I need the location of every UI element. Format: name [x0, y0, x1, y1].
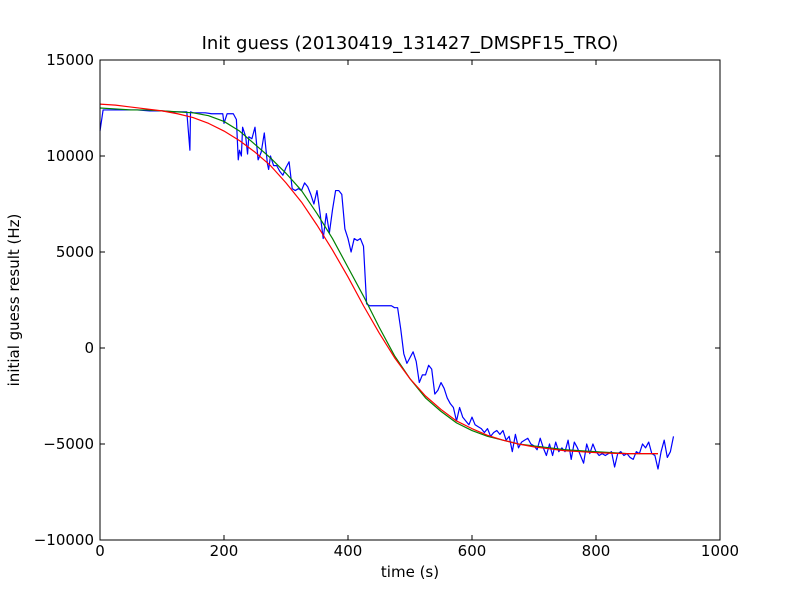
- y-tick-label: 5000: [56, 243, 94, 261]
- x-tick-label: 800: [582, 542, 611, 560]
- y-tick-label: 0: [84, 339, 94, 357]
- y-tick-label: −10000: [34, 531, 94, 549]
- chart-title: Init guess (20130419_131427_DMSPF15_TRO): [202, 33, 619, 54]
- plot-frame: [99, 59, 721, 541]
- x-tick-label: 600: [458, 542, 487, 560]
- x-tick-label: 200: [210, 542, 239, 560]
- series-line-3: [99, 103, 658, 455]
- x-tick-label: 400: [334, 542, 363, 560]
- x-tick-label: 1000: [701, 542, 739, 560]
- x-axis-label: time (s): [381, 563, 439, 581]
- series-line-1: [99, 109, 675, 470]
- ticks-layer: 0 200 400 600 800 1000 15000 10000 5000 0 −5000 −10…: [34, 51, 739, 560]
- series-layer: [99, 103, 675, 470]
- y-tick-label: −5000: [43, 435, 94, 453]
- series-line-2: [99, 107, 658, 455]
- y-tick-label: 10000: [46, 147, 94, 165]
- x-tick-label: 0: [95, 542, 105, 560]
- y-axis-label: initial guess result (Hz): [5, 214, 23, 387]
- y-tick-label: 15000: [46, 51, 94, 69]
